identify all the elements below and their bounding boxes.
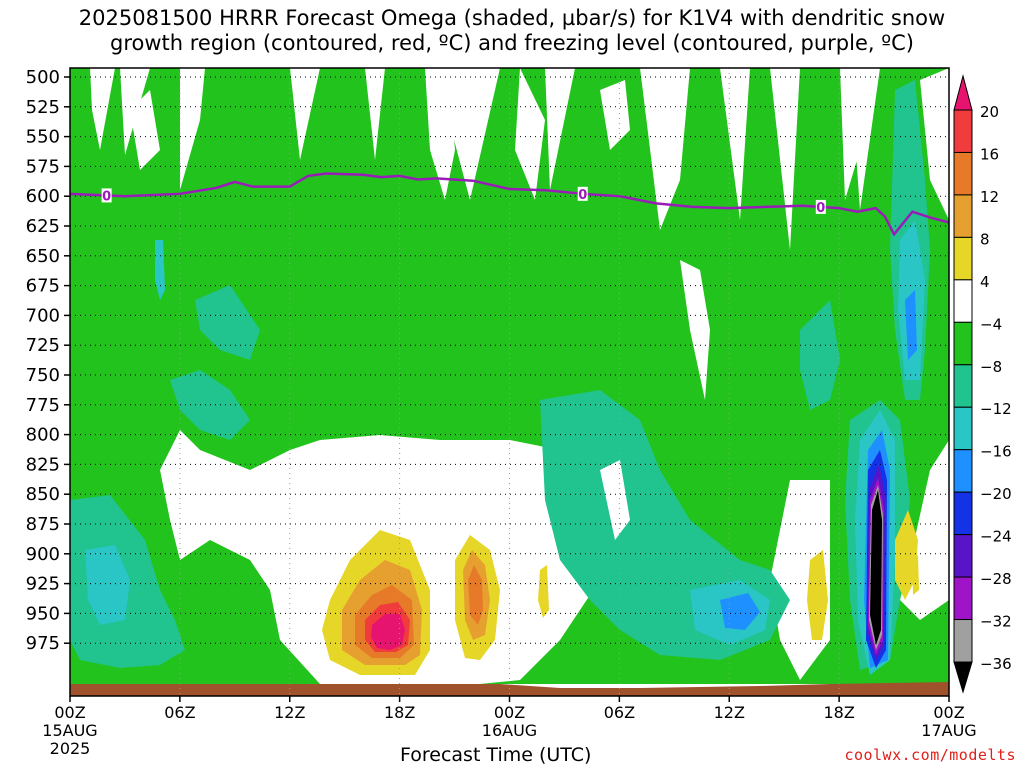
x-tick-label: 00Z [54, 703, 85, 722]
colorbar-bin [953, 534, 973, 578]
omega-white-gaps [90, 68, 949, 684]
y-tick-label: 925 [26, 574, 60, 595]
x-tick-label: 12Z [274, 703, 305, 722]
colorbar-label: 8 [980, 230, 990, 248]
x-tick-label: 18Z [384, 703, 415, 722]
colorbar-label: −16 [980, 443, 1012, 461]
omega-negative-core [866, 450, 887, 668]
x-axis: 00Z 06Z 12Z 18Z 00Z 06Z 12Z 18Z 00Z15AUG202516AU… [42, 696, 977, 758]
colorbar-label: −36 [980, 655, 1012, 673]
y-tick-label: 675 [26, 276, 60, 297]
y-tick-label: 875 [26, 514, 60, 535]
colorbar-label: 4 [980, 273, 990, 291]
freezing-label-bg [577, 186, 588, 201]
colorbar-bin [953, 236, 973, 281]
omega-positive-core [322, 510, 919, 675]
colorbar-label: −24 [980, 528, 1012, 546]
title-line-2: growth region (contoured, red, ºC) and f… [110, 31, 914, 55]
x-tick-label: 12Z [714, 703, 745, 722]
colorbar-label: −20 [980, 485, 1012, 503]
colorbar-bin [953, 321, 973, 366]
freezing-level-label: 0 [578, 188, 587, 203]
y-tick-label: 775 [26, 395, 60, 416]
y-tick-label: 500 [26, 67, 60, 88]
freezing-level-label: 0 [816, 201, 825, 216]
y-tick-label: 850 [26, 484, 60, 505]
colorbar-bin [953, 151, 973, 196]
colorbar-label: −8 [980, 358, 1002, 376]
y-tick-label: 900 [26, 544, 60, 565]
freezing-level-label: 0 [102, 189, 111, 204]
x-tick-label: 06Z [604, 703, 635, 722]
colorbar-label: −4 [980, 315, 1002, 333]
x-date-label: 16AUG [482, 721, 537, 740]
freezing-level-line [69, 172, 950, 237]
colorbar-bin [953, 449, 973, 493]
y-tick-label: 550 [26, 127, 60, 148]
colorbar-cap-top [953, 74, 973, 111]
y-tick-label: 750 [26, 365, 60, 386]
colorbar-label: −28 [980, 570, 1012, 588]
y-tick-label: 725 [26, 335, 60, 356]
y-tick-label: 575 [26, 156, 60, 177]
freezing-label-bg [815, 199, 826, 214]
chart-title: 2025081500 HRRR Forecast Omega (shaded, … [0, 6, 1024, 56]
y-tick-label: 525 [26, 97, 60, 118]
colorbar-bin [953, 194, 973, 238]
colorbar-bin [953, 364, 973, 408]
colorbar-bin [953, 279, 973, 323]
title-line-1: 2025081500 HRRR Forecast Omega (shaded, … [78, 6, 946, 30]
x-tick-label: 00Z [494, 703, 525, 722]
y-tick-label: 825 [26, 454, 60, 475]
freezing-label-bg [101, 188, 112, 203]
colorbar-bin [953, 619, 973, 663]
y-tick-label: 650 [26, 246, 60, 267]
freezing-level-contour: 0 0 0 [69, 172, 950, 237]
y-tick-label: 625 [26, 216, 60, 237]
colorbar-label: 16 [980, 145, 999, 163]
y-tick-label: 800 [26, 425, 60, 446]
colorbar-label: 12 [980, 188, 999, 206]
colorbar-label: −32 [980, 613, 1012, 631]
omega-shading [70, 68, 949, 696]
colorbar-bin [953, 491, 973, 536]
colorbar-cap-bottom [953, 661, 973, 694]
y-tick-label: 975 [26, 633, 60, 654]
x-date-label: 15AUG [42, 721, 97, 740]
colorbar-label: 20 [980, 103, 999, 121]
x-date-label: 17AUG [921, 721, 976, 740]
colorbar-bin [953, 576, 973, 621]
y-axis: 500 525 550 575 600 625 650 675 700 725 750 775 800 8… [26, 67, 70, 654]
y-tick-label: 700 [26, 305, 60, 326]
x-tick-label: 18Z [823, 703, 854, 722]
y-tick-label: 950 [26, 603, 60, 624]
colorbar-bin [953, 406, 973, 451]
credit-link[interactable]: coolwx.com/modelts [844, 746, 1016, 764]
y-tick-label: 600 [26, 186, 60, 207]
x-axis-title: Forecast Time (UTC) [400, 744, 592, 766]
colorbar-bin [953, 109, 973, 153]
colorbar: 20 16 12 8 4 −4 −8 −12 −16 −20 −24 −28 −32 −36 [953, 74, 1012, 694]
x-tick-label: 00Z [933, 703, 964, 722]
x-tick-label: 06Z [164, 703, 195, 722]
x-date-label: 2025 [50, 739, 91, 758]
colorbar-label: −12 [980, 400, 1012, 418]
